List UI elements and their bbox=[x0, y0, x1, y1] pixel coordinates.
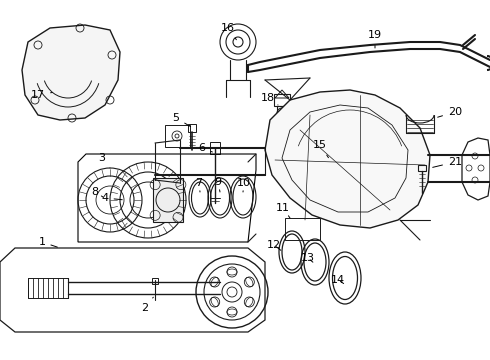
Text: 13: 13 bbox=[301, 253, 315, 263]
Bar bbox=[285, 218, 320, 240]
Bar bbox=[165, 125, 190, 147]
Text: 18: 18 bbox=[261, 93, 278, 105]
Text: 7: 7 bbox=[196, 178, 202, 192]
Text: 8: 8 bbox=[92, 187, 103, 197]
Text: 16: 16 bbox=[221, 23, 236, 40]
Text: 5: 5 bbox=[172, 113, 191, 127]
Bar bbox=[210, 142, 220, 154]
Bar bbox=[153, 178, 183, 222]
Text: 19: 19 bbox=[368, 30, 382, 48]
Bar bbox=[188, 124, 196, 132]
Bar bbox=[274, 94, 290, 106]
Polygon shape bbox=[265, 90, 430, 228]
Text: 3: 3 bbox=[98, 153, 110, 168]
Text: 6: 6 bbox=[198, 143, 212, 153]
Text: 17: 17 bbox=[31, 90, 52, 100]
Bar bbox=[277, 106, 287, 120]
Text: 1: 1 bbox=[39, 237, 57, 247]
Bar bbox=[152, 278, 158, 284]
Bar bbox=[418, 165, 426, 171]
Text: 15: 15 bbox=[313, 140, 328, 158]
Text: 20: 20 bbox=[438, 107, 462, 117]
Text: 12: 12 bbox=[267, 240, 281, 250]
Text: 4: 4 bbox=[101, 193, 122, 203]
Text: 14: 14 bbox=[331, 275, 345, 285]
Text: 2: 2 bbox=[142, 297, 153, 313]
Text: 21: 21 bbox=[433, 157, 462, 167]
Text: 9: 9 bbox=[215, 177, 221, 192]
Text: 11: 11 bbox=[276, 203, 290, 218]
Text: 10: 10 bbox=[237, 178, 251, 192]
Polygon shape bbox=[22, 25, 120, 120]
